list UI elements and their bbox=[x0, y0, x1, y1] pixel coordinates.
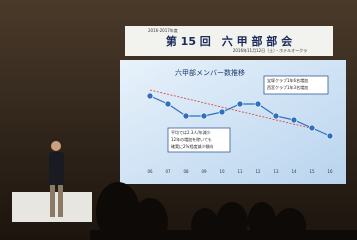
x-tick-label: 12 bbox=[255, 169, 261, 174]
marker bbox=[255, 101, 261, 107]
slide-title: 六甲部メンバー数推移 bbox=[175, 68, 245, 77]
note-text: 西宮クラブ1年3名増加 bbox=[267, 84, 308, 90]
marker bbox=[183, 113, 189, 119]
x-tick-label: 11 bbox=[237, 169, 243, 174]
note-text: 12年の増加を除いても bbox=[171, 136, 212, 142]
projected-slide: 六甲部メンバー数推移 宝塚クラブ1年6名増加 西宮クラブ1年3名増加 平均では2… bbox=[120, 60, 346, 184]
marker bbox=[201, 113, 207, 119]
leg bbox=[58, 185, 63, 217]
marker bbox=[219, 109, 225, 115]
marker bbox=[237, 101, 243, 107]
x-tick-label: 15 bbox=[309, 169, 315, 174]
x-tick-label: 16 bbox=[327, 169, 333, 174]
marker bbox=[165, 101, 171, 107]
marker bbox=[309, 125, 315, 131]
x-tick-label: 09 bbox=[201, 169, 207, 174]
banner-title: 第 15 回 六 甲 部 部 会 bbox=[166, 34, 293, 48]
note-text: 確実に2%程度減少傾向 bbox=[171, 143, 213, 149]
x-tick-label: 07 bbox=[165, 169, 171, 174]
x-tick-label: 13 bbox=[273, 169, 279, 174]
marker bbox=[273, 113, 279, 119]
marker bbox=[147, 93, 153, 99]
marker bbox=[327, 133, 333, 139]
leg bbox=[50, 185, 55, 217]
x-tick-label: 06 bbox=[147, 169, 153, 174]
body bbox=[49, 152, 64, 186]
seats bbox=[90, 230, 357, 240]
marker bbox=[291, 117, 297, 123]
note-text: 平均では2.3人/年減少 bbox=[171, 129, 211, 135]
note-text: 宝塚クラブ1年6名増加 bbox=[267, 77, 308, 83]
x-tick-label: 10 bbox=[219, 169, 225, 174]
banner-date: 2016年11月12日（土）・ホテルオークラ bbox=[233, 47, 307, 53]
banner-subtitle: 2016-2017年度 bbox=[148, 27, 178, 33]
head bbox=[51, 141, 61, 151]
scene: 2016-2017年度 第 15 回 六 甲 部 部 会 2016年11月12日… bbox=[0, 0, 357, 240]
x-tick-label: 08 bbox=[183, 169, 189, 174]
x-tick-label: 14 bbox=[291, 169, 297, 174]
photo: 2016-2017年度 第 15 回 六 甲 部 部 会 2016年11月12日… bbox=[0, 0, 357, 240]
